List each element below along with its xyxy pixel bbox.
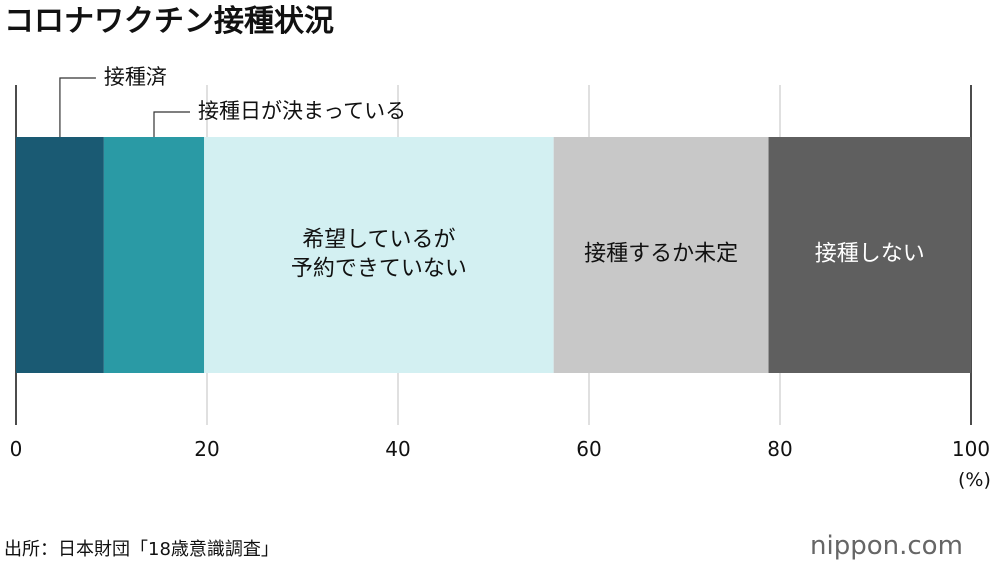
x-tick-label: 60 bbox=[576, 437, 602, 461]
segment-label: 接種しない bbox=[814, 241, 925, 267]
x-tick-label: 80 bbox=[767, 437, 793, 461]
bar-segment bbox=[204, 137, 554, 373]
segment-label: 接種するか未定 bbox=[584, 241, 739, 267]
x-tick-label: 20 bbox=[194, 437, 220, 461]
leader-line bbox=[59, 77, 96, 137]
bar-segment bbox=[16, 137, 104, 373]
bar-segment bbox=[103, 137, 205, 373]
bar-segment bbox=[553, 137, 769, 373]
segment-label: 希望しているが 予約できていない bbox=[290, 227, 467, 281]
bar-segment bbox=[768, 137, 971, 373]
leader-line bbox=[153, 111, 190, 137]
logo: nippon.com bbox=[810, 531, 963, 561]
x-unit: (%) bbox=[958, 469, 991, 491]
chart-title: コロナワクチン接種状況 bbox=[4, 4, 334, 39]
x-tick-label: 0 bbox=[9, 437, 23, 461]
source: 出所：日本財団「18歳意識調査」 bbox=[4, 539, 279, 560]
x-tick-label: 100 bbox=[951, 437, 991, 461]
legend-label: 接種済 bbox=[103, 65, 167, 89]
x-tick-label: 40 bbox=[385, 437, 411, 461]
legend-label: 接種日が決まっている bbox=[197, 99, 407, 123]
